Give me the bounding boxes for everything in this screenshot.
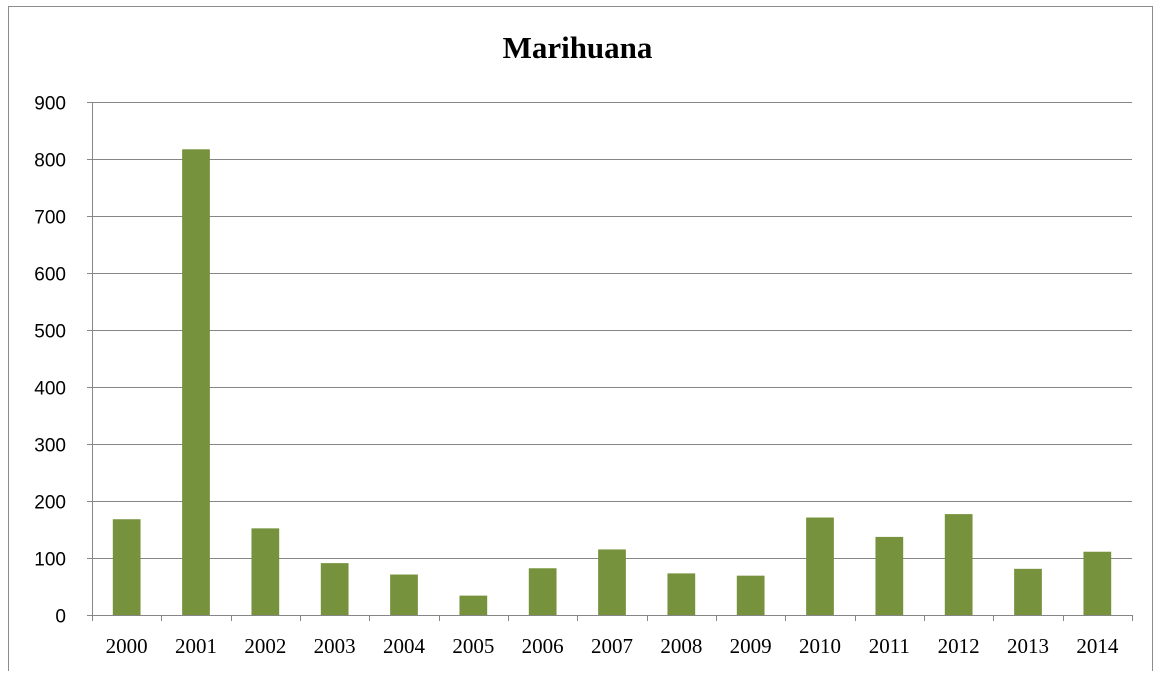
x-tick-label: 2008 — [660, 634, 702, 658]
x-tick-label: 2001 — [175, 634, 217, 658]
x-tick-label: 2006 — [522, 634, 564, 658]
bar-2010 — [806, 517, 834, 615]
tick-labels: 0 100 200 300 400 500 600 700 800 900 2000 2001 2002… — [34, 94, 1119, 659]
x-tick-label: 2004 — [383, 634, 426, 658]
y-tick-label: 0 — [55, 607, 66, 628]
y-tick-label: 600 — [34, 265, 66, 286]
y-tick-label: 900 — [34, 94, 66, 115]
x-tick-label: 2010 — [799, 634, 841, 658]
bars — [112, 149, 1112, 615]
bar-2012 — [944, 514, 973, 615]
x-tick-label: 2000 — [106, 634, 148, 658]
x-tick-label: 2002 — [244, 634, 286, 658]
y-tick-label: 800 — [34, 151, 66, 172]
gridlines — [92, 102, 1132, 559]
bar-2009 — [736, 575, 765, 615]
bar-2004 — [390, 574, 418, 615]
chart-title: Marihuana — [502, 30, 653, 65]
axes — [87, 102, 1133, 621]
x-tick-label: 2005 — [452, 634, 494, 658]
y-tick-label: 700 — [34, 208, 66, 229]
y-tick-label: 200 — [34, 493, 66, 514]
x-tick-label: 2013 — [1007, 634, 1049, 658]
bar-2008 — [667, 573, 696, 615]
x-tick-label: 2012 — [938, 634, 980, 658]
y-tick-label: 400 — [34, 379, 66, 400]
bar-2002 — [251, 528, 280, 615]
bar-2001 — [182, 149, 210, 615]
y-tick-label: 300 — [34, 436, 66, 457]
bar-2007 — [598, 549, 626, 615]
x-tick-label: 2003 — [314, 634, 356, 658]
bar-2005 — [459, 595, 488, 615]
bar-2014 — [1083, 551, 1112, 615]
y-tick-label: 100 — [34, 550, 66, 571]
bar-2006 — [528, 568, 557, 615]
x-tick-label: 2007 — [591, 634, 633, 658]
y-tick-label: 500 — [34, 322, 66, 343]
x-tick-label: 2014 — [1076, 634, 1119, 658]
bar-2003 — [320, 563, 349, 615]
x-tick-label: 2011 — [869, 634, 910, 658]
bar-2013 — [1014, 568, 1042, 615]
x-tick-label: 2009 — [730, 634, 772, 658]
bar-2000 — [112, 519, 141, 615]
bar-2011 — [875, 536, 904, 615]
